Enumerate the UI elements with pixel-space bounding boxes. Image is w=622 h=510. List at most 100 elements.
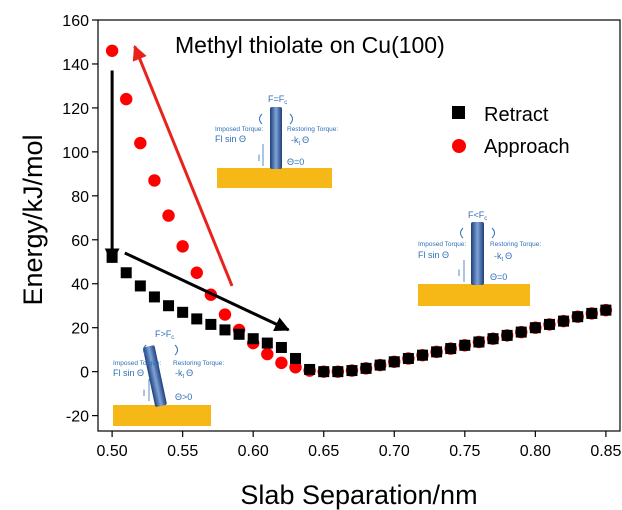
inset-angle-label: Θ>0	[175, 392, 192, 402]
x-tick-label: 0.75	[449, 443, 480, 460]
retract-point	[163, 300, 175, 312]
y-tick-label: 40	[71, 277, 89, 294]
approach-point	[176, 240, 189, 253]
chart-title: Methyl thiolate on Cu(100)	[175, 32, 445, 58]
retract-point	[374, 359, 386, 371]
rotation-arrow-left	[259, 113, 263, 125]
retract-point	[346, 365, 358, 377]
legend-marker-approach	[452, 139, 466, 153]
arrow-black-diag	[124, 251, 290, 332]
x-tick-label: 0.60	[238, 443, 269, 460]
legend-label-approach: Approach	[484, 136, 570, 158]
annotation-arrows	[104, 44, 290, 332]
retract-point	[290, 352, 302, 364]
retract-point	[233, 328, 245, 340]
inset-rod	[270, 107, 282, 169]
retract-point	[219, 324, 231, 336]
x-axis-title: Slab Separation/nm	[240, 480, 477, 510]
series-retract	[106, 251, 612, 378]
retract-point	[416, 349, 428, 361]
inset-restoring-formula: -kt Θ	[175, 368, 193, 380]
legend-label-retract: Retract	[484, 104, 549, 126]
retract-point	[388, 356, 400, 368]
legend: Retract Approach	[452, 104, 570, 158]
inset-diagram-top: F=Fc Imposed Torque: Fl sin Θ Restoring …	[215, 94, 338, 188]
y-tick-label: 160	[62, 13, 89, 30]
y-tick-label: 80	[71, 189, 89, 206]
inset-imposed-label: Imposed Torque:	[418, 241, 466, 248]
retract-point	[134, 280, 146, 292]
rotation-arrow-right	[491, 227, 495, 239]
inset-slab	[418, 284, 530, 306]
x-tick-label: 0.50	[97, 443, 128, 460]
approach-point	[218, 308, 232, 321]
retract-point	[261, 337, 273, 349]
retract-point	[459, 339, 471, 351]
inset-restoring-formula: -kt Θ	[291, 135, 309, 147]
retract-point	[558, 315, 570, 327]
x-tick-label: 0.55	[167, 443, 198, 460]
rotation-arrow-left	[143, 344, 147, 356]
legend-marker-retract	[452, 106, 465, 119]
approach-point	[289, 361, 302, 374]
retract-point	[487, 333, 499, 345]
inset-restoring-label: Restoring Torque:	[173, 360, 224, 367]
approach-point	[134, 136, 147, 150]
inset-slab	[113, 405, 211, 426]
retract-point	[445, 343, 457, 355]
retract-point	[360, 362, 372, 374]
retract-point	[586, 307, 598, 319]
inset-length-label: l	[458, 268, 460, 278]
retract-point	[191, 313, 203, 325]
y-tick-label: 140	[62, 57, 89, 74]
inset-rod	[143, 345, 167, 407]
x-axis-ticks: 0.50 0.55 0.60 0.65 0.70 0.75 0.80 0.85	[97, 431, 622, 460]
approach-point	[120, 92, 133, 106]
inset-force-label: F>Fc	[155, 329, 174, 341]
x-tick-label: 0.85	[590, 443, 621, 460]
x-tick-label: 0.80	[520, 443, 551, 460]
inset-diagram-low: F>Fc Imposed Torque: Fl sin Θ Restoring …	[113, 329, 224, 426]
retract-point	[205, 318, 217, 330]
approach-point	[148, 174, 161, 187]
rotation-arrow-right	[289, 113, 293, 125]
retract-point	[120, 267, 132, 279]
retract-point	[275, 341, 287, 353]
retract-point	[572, 311, 584, 323]
y-axis-title: Energy/kJ/mol	[18, 134, 48, 305]
approach-point	[190, 266, 203, 279]
approach-point	[275, 356, 288, 370]
arrow-red-diag	[132, 44, 234, 287]
retract-point	[515, 326, 527, 338]
y-tick-label: 100	[62, 145, 89, 162]
inset-imposed-formula: Fl sin Θ	[113, 368, 144, 378]
retract-point	[318, 366, 330, 378]
rotation-arrow-right	[174, 344, 178, 356]
y-tick-label: 0	[80, 365, 89, 382]
y-tick-label: 20	[71, 321, 89, 338]
inset-rod	[471, 222, 484, 285]
inset-restoring-label: Restoring Torque:	[490, 241, 541, 248]
y-axis-ticks: -20 0 20 40 60 80 100 120 140 160	[62, 13, 98, 426]
inset-imposed-formula: Fl sin Θ	[215, 134, 246, 144]
approach-point	[261, 347, 274, 361]
retract-point	[600, 304, 612, 316]
inset-length-label: l	[258, 153, 260, 163]
retract-point	[148, 291, 160, 303]
y-tick-label: 120	[62, 101, 89, 118]
inset-slab	[217, 168, 332, 188]
approach-point	[105, 44, 119, 57]
inset-imposed-label: Imposed Torque:	[113, 360, 161, 367]
y-tick-label: 60	[71, 233, 89, 250]
retract-point	[431, 346, 443, 358]
retract-point	[543, 318, 555, 330]
retract-point	[402, 352, 414, 364]
x-tick-label: 0.65	[308, 443, 339, 460]
inset-imposed-formula: Fl sin Θ	[418, 250, 449, 260]
retract-point	[473, 336, 485, 348]
y-tick-label: -20	[66, 409, 89, 426]
approach-point	[162, 209, 175, 222]
data-series	[105, 44, 613, 378]
retract-point	[247, 333, 259, 345]
